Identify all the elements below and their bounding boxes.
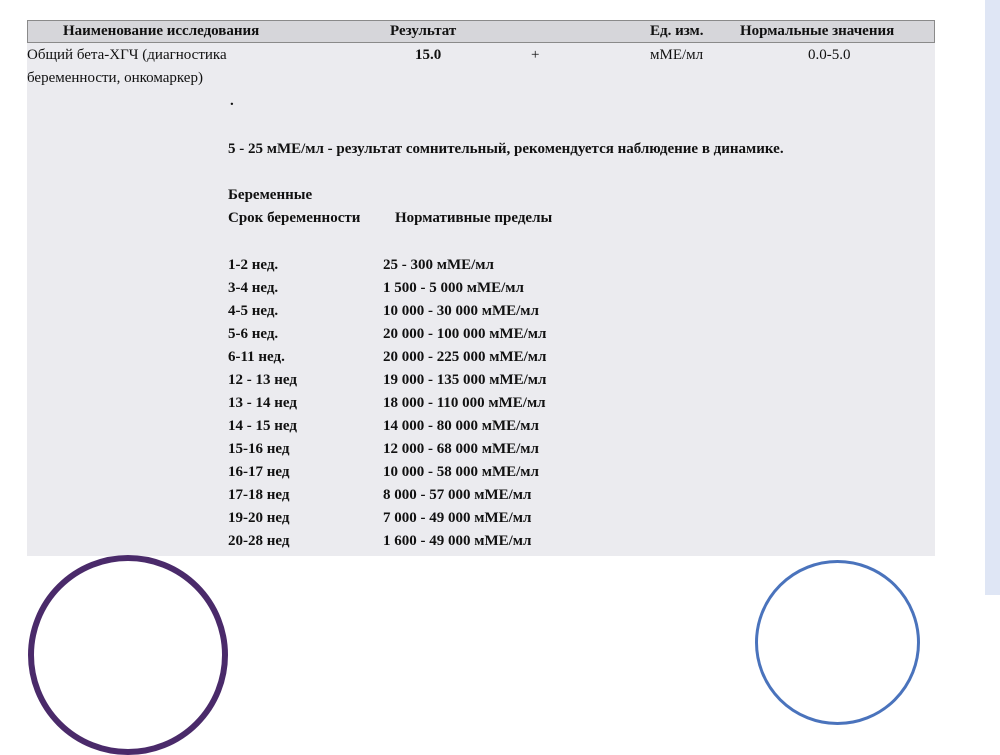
norm-row-range: 10 000 - 58 000 мМЕ/мл	[383, 464, 539, 480]
comment-pregnant: Беременные	[228, 187, 313, 203]
left-stamp	[28, 555, 228, 755]
right-stamp	[755, 560, 920, 725]
norm-row-term: 15-16 нед	[228, 441, 290, 457]
norm-row-range: 20 000 - 100 000 мМЕ/мл	[383, 326, 547, 342]
test-unit: мМЕ/мл	[650, 47, 704, 63]
norm-row-term: 4-5 нед.	[228, 303, 279, 319]
test-flag: +	[531, 47, 540, 63]
norm-row-term: 6-11 нед.	[228, 349, 285, 365]
header-result: Результат	[390, 23, 457, 39]
norm-row-term: 3-4 нед.	[228, 280, 279, 296]
norm-row-range: 19 000 - 135 000 мМЕ/мл	[383, 372, 547, 388]
norm-row-term: 16-17 нед	[228, 464, 290, 480]
test-result: 15.0	[415, 47, 442, 63]
test-name-line1: Общий бета-ХГЧ (диагностика	[27, 47, 227, 63]
norm-row-range: 12 000 - 68 000 мМЕ/мл	[383, 441, 539, 457]
norm-row-term: 5-6 нед.	[228, 326, 279, 342]
comment-col-term: Срок беременности	[228, 210, 361, 226]
table-header: Наименование исследования Результат Ед. …	[27, 20, 935, 43]
comment-dot: .	[230, 93, 234, 109]
norm-row-term: 19-20 нед	[228, 510, 290, 526]
norm-row-range: 20 000 - 225 000 мМЕ/мл	[383, 349, 547, 365]
norm-row-term: 17-18 нед	[228, 487, 290, 503]
norm-row-term: 20-28 нед	[228, 533, 290, 549]
norm-row-range: 25 - 300 мМЕ/мл	[383, 257, 494, 273]
page-edge	[985, 0, 1000, 595]
comment-doubtful: 5 - 25 мМЕ/мл - результат сомнительный, …	[228, 141, 784, 157]
test-name-line2: беременности, онкомаркер)	[27, 70, 203, 86]
norm-row-term: 13 - 14 нед	[228, 395, 297, 411]
norm-row-range: 8 000 - 57 000 мМЕ/мл	[383, 487, 532, 503]
norm-row-term: 12 - 13 нед	[228, 372, 297, 388]
norm-row-range: 14 000 - 80 000 мМЕ/мл	[383, 418, 539, 434]
norm-row-range: 10 000 - 30 000 мМЕ/мл	[383, 303, 539, 319]
norm-row-range: 1 500 - 5 000 мМЕ/мл	[383, 280, 524, 296]
header-name: Наименование исследования	[63, 23, 260, 39]
header-normal: Нормальные значения	[740, 23, 895, 39]
norm-row-term: 1-2 нед.	[228, 257, 279, 273]
norm-row-term: 14 - 15 нед	[228, 418, 297, 434]
norm-row-range: 7 000 - 49 000 мМЕ/мл	[383, 510, 532, 526]
norm-row-range: 18 000 - 110 000 мМЕ/мл	[383, 395, 546, 411]
comment-col-norm: Нормативные пределы	[395, 210, 553, 226]
results-sheet	[27, 42, 935, 556]
test-normal: 0.0-5.0	[808, 47, 851, 63]
norm-row-range: 1 600 - 49 000 мМЕ/мл	[383, 533, 532, 549]
header-unit: Ед. изм.	[650, 23, 704, 39]
